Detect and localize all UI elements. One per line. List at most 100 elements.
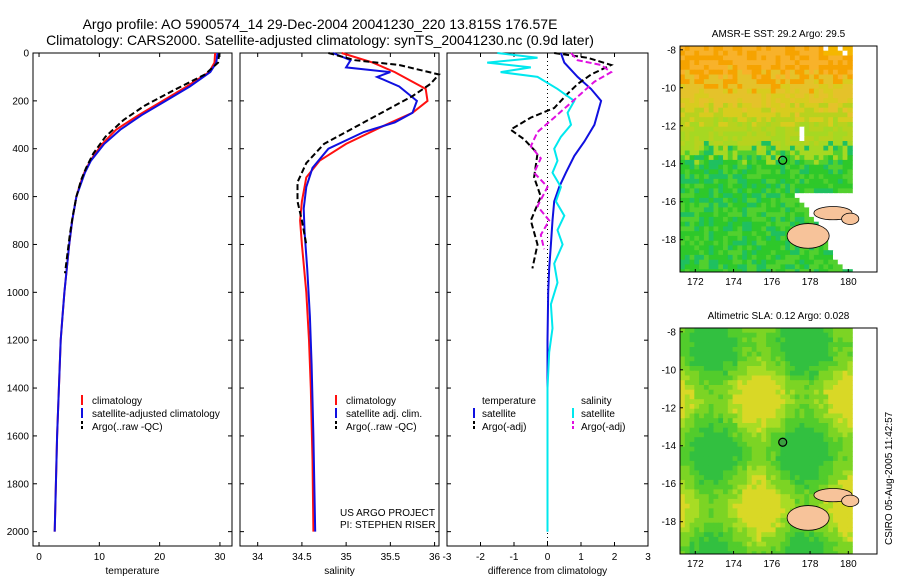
map-cell bbox=[766, 202, 772, 208]
map-cell bbox=[842, 122, 848, 128]
map-cell bbox=[847, 536, 853, 543]
map-cell bbox=[751, 522, 758, 528]
map-cell bbox=[746, 107, 753, 113]
map-cell bbox=[833, 117, 839, 123]
map-cell bbox=[684, 432, 691, 438]
map-cell bbox=[756, 250, 762, 256]
map-cell bbox=[842, 385, 848, 391]
map-cell bbox=[813, 546, 820, 552]
map-cell bbox=[742, 178, 748, 185]
map-cell bbox=[813, 527, 820, 533]
map-cell bbox=[694, 380, 700, 386]
map-cell bbox=[794, 79, 801, 85]
map-cell bbox=[780, 93, 786, 99]
map-cell bbox=[723, 226, 729, 232]
map-cell bbox=[723, 60, 729, 66]
map-cell bbox=[780, 527, 786, 533]
map-cell bbox=[785, 264, 791, 270]
map-cell bbox=[813, 551, 820, 554]
map-cell bbox=[699, 136, 705, 142]
map-cell bbox=[694, 456, 700, 462]
map-cell bbox=[684, 460, 691, 467]
map-cell bbox=[847, 231, 853, 237]
map-cell bbox=[742, 522, 748, 528]
map-cell bbox=[756, 226, 762, 232]
map-cell bbox=[842, 380, 848, 386]
map-cell bbox=[780, 498, 786, 505]
map-cell bbox=[727, 399, 734, 405]
map-cell bbox=[823, 456, 829, 462]
map-cell bbox=[699, 418, 705, 424]
map-cell bbox=[799, 216, 805, 223]
map-cell bbox=[756, 432, 762, 438]
map-cell bbox=[718, 522, 724, 528]
map-cell bbox=[718, 513, 724, 519]
map-cell bbox=[833, 46, 839, 52]
map-cell bbox=[828, 404, 834, 410]
map-cell bbox=[680, 399, 686, 405]
map-cell bbox=[751, 328, 758, 334]
map-cell bbox=[703, 79, 710, 85]
map-cell bbox=[799, 269, 805, 272]
map-cell bbox=[842, 60, 848, 66]
map-cell bbox=[837, 65, 844, 71]
map-cell bbox=[847, 164, 853, 170]
legend-entry: climatology bbox=[346, 396, 396, 407]
map-cell bbox=[718, 207, 724, 213]
map-cell bbox=[770, 88, 777, 94]
map-cell bbox=[804, 103, 810, 109]
map-cell bbox=[703, 460, 710, 467]
map-cell bbox=[790, 131, 796, 137]
map-cell bbox=[794, 69, 801, 75]
map-cell bbox=[703, 93, 710, 99]
map-cell bbox=[837, 269, 844, 272]
map-cell bbox=[727, 389, 734, 395]
map-cell bbox=[780, 264, 786, 270]
map-cell bbox=[708, 503, 715, 509]
map-cell bbox=[823, 98, 829, 104]
map-cell bbox=[680, 259, 686, 265]
map-cell bbox=[699, 328, 705, 334]
map-cell bbox=[684, 136, 691, 142]
map-cell bbox=[770, 347, 777, 353]
map-cell bbox=[718, 451, 724, 457]
map-cell bbox=[775, 254, 781, 261]
map-cell bbox=[723, 470, 729, 476]
map-cell bbox=[790, 366, 796, 372]
map-cell bbox=[809, 484, 815, 490]
map-cell bbox=[794, 394, 801, 400]
map-cell bbox=[828, 50, 834, 56]
map-cell bbox=[732, 413, 738, 419]
map-cell bbox=[756, 159, 762, 166]
map-cell bbox=[799, 65, 805, 71]
map-cell bbox=[785, 551, 791, 554]
map-cell bbox=[794, 245, 801, 251]
map-cell bbox=[775, 207, 781, 213]
map-cell bbox=[837, 79, 844, 85]
map-cell bbox=[756, 240, 762, 246]
map-cell bbox=[766, 351, 772, 357]
map-cell bbox=[833, 112, 839, 118]
map-cell bbox=[828, 432, 834, 438]
map-cell bbox=[790, 188, 796, 194]
map-cell bbox=[742, 427, 748, 433]
map-cell bbox=[737, 418, 743, 424]
map-cell bbox=[790, 98, 796, 104]
map-cell bbox=[694, 235, 700, 242]
map-cell bbox=[723, 126, 729, 132]
map-cell bbox=[794, 141, 801, 147]
map-cell bbox=[737, 93, 743, 99]
map-cell bbox=[732, 451, 738, 457]
map-cell bbox=[794, 408, 801, 414]
map-cell bbox=[737, 551, 743, 554]
map-cell bbox=[713, 413, 719, 419]
map-cell bbox=[680, 351, 686, 357]
map-cell bbox=[847, 254, 853, 261]
map-cell bbox=[794, 494, 801, 500]
map-cell bbox=[694, 188, 700, 194]
map-cell bbox=[727, 79, 734, 85]
map-cell bbox=[742, 375, 748, 381]
map-cell bbox=[718, 408, 724, 414]
map-cell bbox=[790, 207, 796, 213]
map-cell bbox=[699, 404, 705, 410]
